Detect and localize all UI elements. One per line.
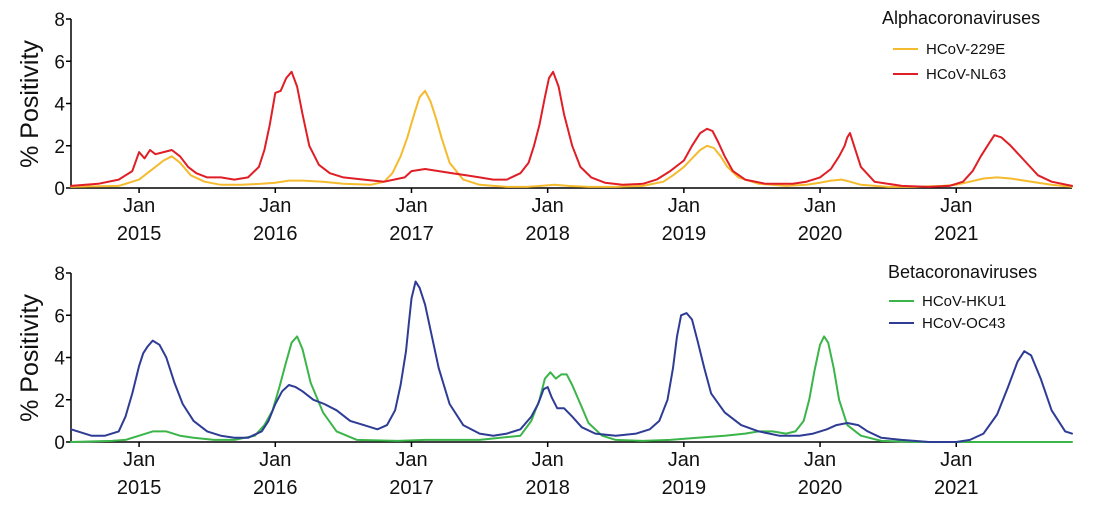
x-tick-year-label: 2021 — [934, 223, 979, 245]
y-tick-label: 0 — [54, 433, 65, 454]
x-tick-month-label: Jan — [668, 195, 700, 217]
betacoronavirus-panel: % Positivity 0 2 4 6 8 Jan 2015 Jan 2016 Jan 2017 J… — [16, 262, 1073, 499]
x-tick-year-label: 2015 — [117, 477, 162, 499]
alphacoronavirus-panel: % Positivity 0 2 4 6 8 Jan 2015 Jan 2016 Jan 2017 J… — [16, 8, 1073, 245]
panel1-y-axis-label: % Positivity — [16, 40, 44, 168]
x-tick-year-label: 2016 — [253, 223, 298, 245]
legend-entry-hcov-nl63: HCoV-NL63 — [893, 66, 1006, 83]
legend-label-hcov-229e: HCoV-229E — [926, 41, 1005, 58]
x-tick-year-label: 2021 — [934, 477, 979, 499]
panel1-legend-title: Alphacoronaviruses — [882, 8, 1040, 28]
legend-entry-hcov-229e: HCoV-229E — [893, 41, 1005, 58]
x-tick-month-label: Jan — [259, 449, 291, 471]
x-tick-month-label: Jan — [259, 195, 291, 217]
y-tick-label: 4 — [54, 349, 65, 370]
series-line-hcov-hku1 — [70, 335, 1073, 443]
panel2-y-axis-label: % Positivity — [16, 294, 44, 422]
x-tick-month-label: Jan — [532, 195, 564, 217]
y-tick-label: 6 — [54, 52, 65, 73]
series-line-hcov-oc43 — [70, 280, 1073, 443]
x-tick-year-label: 2017 — [389, 477, 434, 499]
x-tick-month-label: Jan — [804, 449, 836, 471]
x-tick-year-label: 2020 — [798, 223, 843, 245]
y-tick-label: 2 — [54, 391, 65, 412]
legend-label-hcov-hku1: HCoV-HKU1 — [922, 293, 1006, 310]
x-tick-year-label: 2017 — [389, 223, 434, 245]
legend-entry-hcov-oc43: HCoV-OC43 — [889, 315, 1005, 332]
y-tick-label: 0 — [54, 179, 65, 200]
series-line-hcov-nl63 — [70, 70, 1073, 188]
x-tick-month-label: Jan — [940, 449, 972, 471]
legend-entry-hcov-hku1: HCoV-HKU1 — [889, 293, 1006, 310]
x-tick-year-label: 2016 — [253, 477, 298, 499]
x-tick-month-label: Jan — [123, 449, 155, 471]
x-tick-month-label: Jan — [532, 449, 564, 471]
x-tick-year-label: 2018 — [525, 223, 570, 245]
x-tick-year-label: 2020 — [798, 477, 843, 499]
series-line-hcov-229e — [70, 89, 1073, 188]
x-tick-month-label: Jan — [395, 449, 427, 471]
x-tick-month-label: Jan — [668, 449, 700, 471]
x-tick-month-label: Jan — [123, 195, 155, 217]
x-tick-year-label: 2019 — [662, 223, 707, 245]
y-tick-label: 8 — [54, 10, 65, 31]
x-tick-month-label: Jan — [940, 195, 972, 217]
x-tick-year-label: 2015 — [117, 223, 162, 245]
y-tick-label: 4 — [54, 95, 65, 116]
legend-label-hcov-nl63: HCoV-NL63 — [926, 66, 1006, 83]
y-tick-label: 2 — [54, 137, 65, 158]
y-tick-label: 6 — [54, 306, 65, 327]
y-tick-label: 8 — [54, 264, 65, 285]
legend-label-hcov-oc43: HCoV-OC43 — [922, 315, 1005, 332]
x-tick-year-label: 2018 — [525, 477, 570, 499]
x-tick-year-label: 2019 — [662, 477, 707, 499]
panel2-legend-title: Betacoronaviruses — [888, 262, 1037, 282]
x-tick-month-label: Jan — [804, 195, 836, 217]
x-tick-month-label: Jan — [395, 195, 427, 217]
